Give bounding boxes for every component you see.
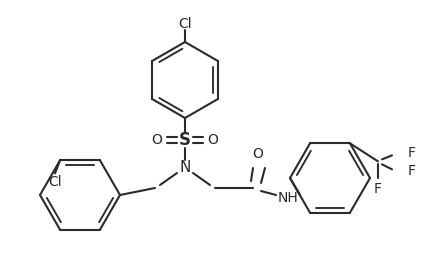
- Text: O: O: [208, 133, 218, 147]
- Text: N: N: [179, 161, 191, 175]
- Text: NH: NH: [278, 191, 298, 205]
- Text: F: F: [374, 182, 382, 196]
- Text: F: F: [408, 146, 416, 160]
- Text: S: S: [179, 131, 191, 149]
- Text: Cl: Cl: [48, 175, 62, 189]
- Text: Cl: Cl: [178, 17, 192, 31]
- Text: O: O: [253, 147, 264, 161]
- Text: O: O: [152, 133, 163, 147]
- Text: F: F: [408, 164, 416, 178]
